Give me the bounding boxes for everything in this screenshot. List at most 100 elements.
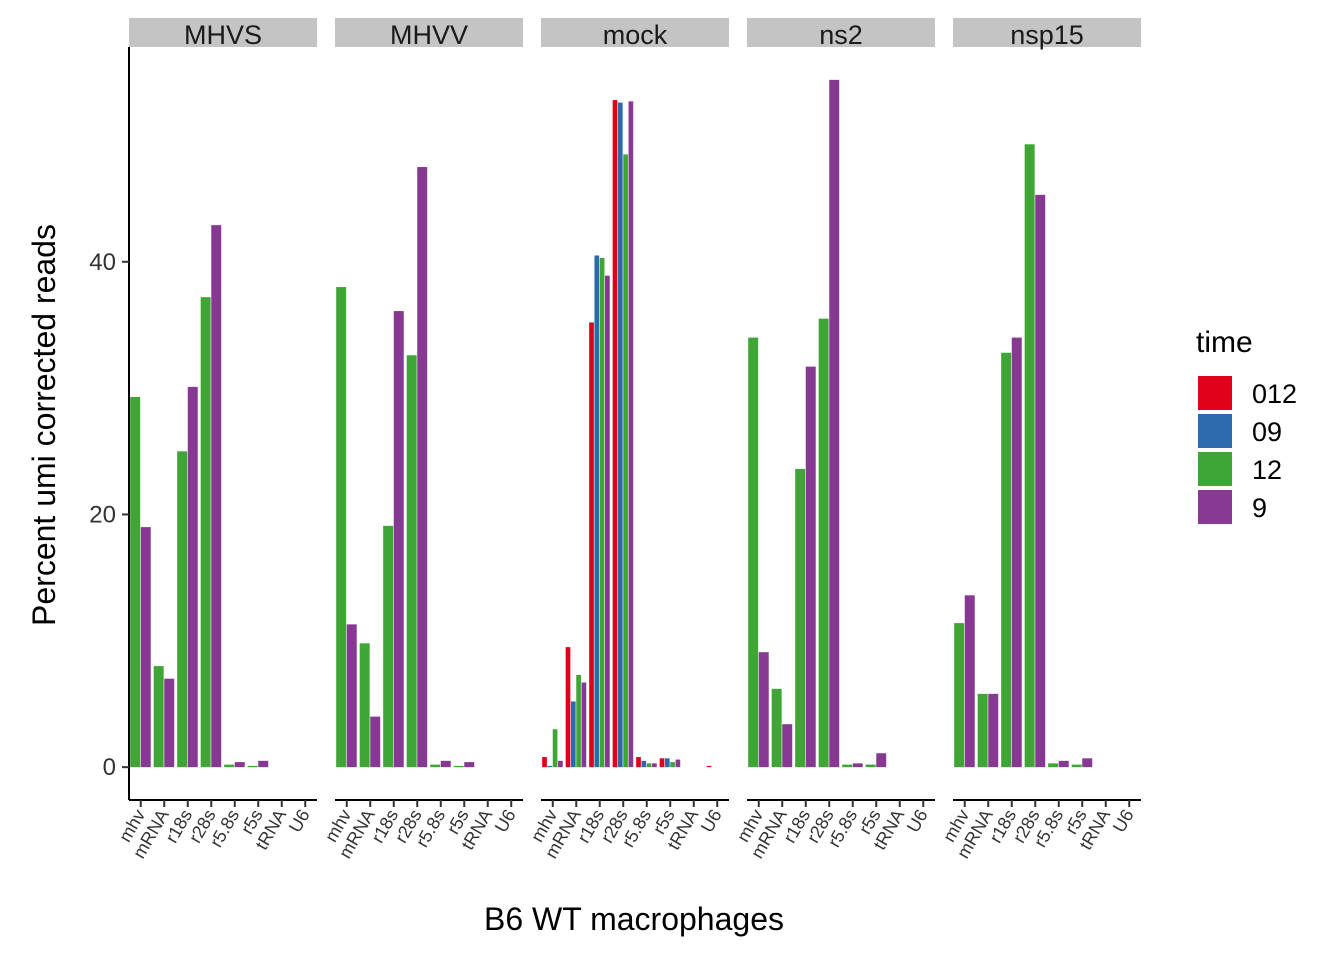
y-tick-label: 40 bbox=[89, 249, 116, 276]
bar-r18s-012 bbox=[589, 322, 594, 768]
bar-r28s-9 bbox=[1035, 194, 1046, 768]
legend-label-12: 12 bbox=[1252, 455, 1282, 485]
strip-background bbox=[541, 18, 729, 47]
bar-mhv-9 bbox=[140, 527, 151, 768]
legend-key-9 bbox=[1198, 490, 1232, 524]
strip-label: MHVV bbox=[390, 20, 468, 50]
legend-key-012 bbox=[1198, 376, 1232, 410]
bar-r28s-12 bbox=[1024, 144, 1035, 768]
strip-label: ns2 bbox=[819, 20, 863, 50]
bar-mrna-12 bbox=[576, 674, 581, 768]
bar-mhv-12 bbox=[954, 623, 965, 768]
bar-r18s-12 bbox=[599, 257, 605, 768]
bar-r28s-9 bbox=[417, 167, 428, 768]
bar-r58s-9 bbox=[852, 763, 863, 768]
bar-r18s-12 bbox=[383, 525, 394, 768]
bar-mrna-9 bbox=[164, 678, 175, 768]
y-tick-label: 0 bbox=[103, 754, 116, 781]
bar-r28s-9 bbox=[829, 79, 840, 768]
bar-r58s-12 bbox=[842, 764, 853, 768]
bar-r5s-09 bbox=[664, 758, 670, 768]
x-tick-label: U6 bbox=[491, 806, 520, 836]
legend-label-012: 012 bbox=[1252, 379, 1297, 409]
bar-u6-012 bbox=[706, 765, 712, 768]
bar-r5s-12 bbox=[670, 762, 675, 768]
x-axis-title: B6 WT macrophages bbox=[484, 901, 784, 937]
bar-r58s-12 bbox=[430, 764, 441, 768]
bar-r58s-9 bbox=[1058, 760, 1069, 768]
bar-r18s-9 bbox=[605, 275, 610, 768]
bar-mhv-9 bbox=[964, 595, 975, 768]
y-tick-label: 20 bbox=[89, 501, 116, 528]
strip-background bbox=[953, 18, 1141, 47]
strip-background bbox=[747, 18, 935, 47]
bar-mhv-9 bbox=[558, 760, 563, 768]
bar-r58s-12 bbox=[646, 763, 652, 768]
bar-r18s-9 bbox=[805, 366, 816, 768]
legend-key-09 bbox=[1198, 414, 1232, 448]
bar-mhv-012 bbox=[542, 757, 547, 768]
bar-r28s-09 bbox=[617, 102, 623, 768]
bar-mhv-09 bbox=[547, 765, 553, 768]
bar-r58s-9 bbox=[652, 763, 657, 768]
bar-mhv-12 bbox=[130, 396, 141, 768]
y-axis-title: Percent umi corrected reads bbox=[26, 224, 62, 626]
x-tick-label: U6 bbox=[285, 806, 314, 836]
bar-r28s-9 bbox=[211, 225, 222, 768]
bar-r18s-9 bbox=[393, 311, 404, 768]
legend-label-09: 09 bbox=[1252, 417, 1282, 447]
strip-label: mock bbox=[603, 20, 668, 50]
bar-r28s-12 bbox=[818, 318, 829, 768]
bar-r28s-12 bbox=[200, 297, 211, 768]
bar-r18s-9 bbox=[1011, 337, 1022, 768]
bar-r5s-12 bbox=[1071, 764, 1082, 768]
bar-r5s-12 bbox=[453, 765, 464, 768]
bar-mrna-012 bbox=[565, 647, 571, 768]
bar-r5s-9 bbox=[675, 759, 681, 768]
legend-key-12 bbox=[1198, 452, 1232, 486]
bar-r58s-012 bbox=[636, 757, 641, 768]
strip-label: nsp15 bbox=[1010, 20, 1084, 50]
x-tick-label: U6 bbox=[697, 806, 726, 836]
bar-mrna-9 bbox=[988, 693, 999, 768]
bar-r5s-9 bbox=[876, 753, 887, 768]
bar-mrna-12 bbox=[153, 666, 164, 768]
bar-r18s-12 bbox=[177, 451, 188, 768]
y-axis: 0 20 40 bbox=[89, 47, 130, 800]
bar-mrna-12 bbox=[359, 643, 370, 768]
bar-r5s-12 bbox=[247, 765, 258, 768]
bar-r58s-12 bbox=[224, 764, 235, 768]
bar-mhv-9 bbox=[758, 652, 769, 768]
bar-r58s-9 bbox=[234, 762, 245, 768]
strip-background bbox=[129, 18, 317, 47]
legend: time 012 09 12 9 bbox=[1196, 326, 1297, 524]
bar-mrna-09 bbox=[570, 701, 576, 768]
bar-r5s-9 bbox=[464, 762, 475, 768]
bar-mhv-9 bbox=[346, 624, 357, 768]
bar-mrna-9 bbox=[370, 716, 381, 768]
bar-mhv-12 bbox=[552, 729, 558, 768]
bar-r18s-9 bbox=[187, 386, 198, 768]
bar-r18s-09 bbox=[594, 255, 600, 768]
chart-panels: MHVSmhvmRNAr18sr28sr5.8sr5stRNAU6MHVVmhv… bbox=[115, 18, 1141, 862]
bar-mhv-12 bbox=[336, 287, 347, 768]
bar-mrna-9 bbox=[581, 682, 587, 768]
legend-label-9: 9 bbox=[1252, 493, 1267, 523]
bar-r18s-12 bbox=[1001, 352, 1012, 768]
legend-title: time bbox=[1196, 326, 1253, 359]
bar-r5s-9 bbox=[1082, 758, 1093, 768]
bar-r28s-12 bbox=[623, 154, 628, 768]
bar-r5s-012 bbox=[659, 758, 665, 768]
bar-r58s-09 bbox=[641, 760, 647, 768]
bar-mrna-12 bbox=[771, 688, 782, 768]
x-tick-label: U6 bbox=[903, 806, 932, 836]
bar-r58s-9 bbox=[440, 760, 451, 768]
bar-mhv-12 bbox=[748, 337, 759, 768]
bar-r28s-12 bbox=[406, 355, 417, 768]
